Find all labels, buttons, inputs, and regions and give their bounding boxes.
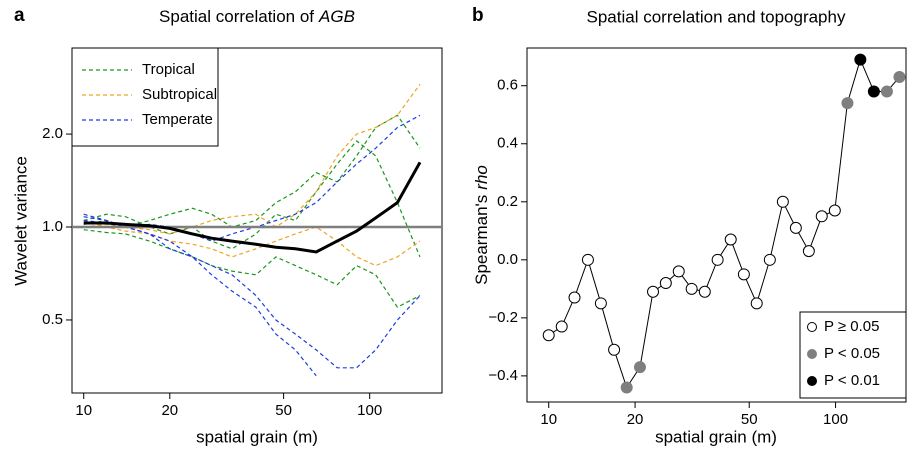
dashed-series-line xyxy=(83,216,317,377)
point xyxy=(711,253,724,266)
y-tick-label: 0.5 xyxy=(42,311,63,328)
legend-label: Tropical xyxy=(142,61,195,78)
mean-line xyxy=(83,161,422,254)
chart-title: Spatial correlation of AGB xyxy=(159,7,355,26)
y-tick-label: 1.0 xyxy=(42,218,63,235)
point xyxy=(724,233,737,246)
y-axis-label: Spearman's rho xyxy=(472,165,491,285)
legend-swatch xyxy=(807,376,817,386)
point xyxy=(685,282,698,295)
x-tick-label: 100 xyxy=(823,411,848,428)
legend-swatch xyxy=(807,322,817,332)
y-label-italic: rho xyxy=(472,165,491,190)
point xyxy=(789,221,802,234)
y-tick-label: 0.4 xyxy=(497,135,518,152)
point xyxy=(594,297,607,310)
point xyxy=(815,210,828,223)
series-line xyxy=(548,58,900,389)
point xyxy=(620,381,633,394)
point xyxy=(841,97,854,110)
x-tick-label: 50 xyxy=(275,402,292,419)
dashed-series-line xyxy=(83,219,421,267)
y-tick-label: −0.2 xyxy=(488,309,518,326)
point xyxy=(555,320,568,333)
panel-label: a xyxy=(14,5,25,26)
x-tick-label: 20 xyxy=(161,402,178,419)
legend-label: P < 0.05 xyxy=(824,345,880,362)
point xyxy=(672,265,685,278)
x-tick-label: 20 xyxy=(627,411,644,428)
point xyxy=(867,85,880,98)
point xyxy=(698,285,711,298)
legend-label: P ≥ 0.05 xyxy=(824,318,880,335)
dashed-series-line xyxy=(83,213,421,369)
point xyxy=(763,253,776,266)
y-axis-label: Wavelet variance xyxy=(11,156,30,286)
point xyxy=(633,361,646,374)
point xyxy=(647,285,660,298)
point xyxy=(659,277,672,290)
dashed-series-line xyxy=(83,83,421,235)
y-tick-label: 0.2 xyxy=(497,193,518,210)
legend-label: Temperate xyxy=(142,111,213,128)
plot-frame xyxy=(526,47,907,403)
point xyxy=(854,53,867,66)
y-tick-label: 0.0 xyxy=(497,251,518,268)
point xyxy=(828,204,841,217)
legend-box xyxy=(71,47,219,147)
dashed-series-line xyxy=(83,229,421,308)
dashed-series-line xyxy=(83,114,421,228)
point xyxy=(776,195,789,208)
legend-label: Subtropical xyxy=(142,86,217,103)
point xyxy=(880,85,893,98)
x-axis-label: spatial grain (m) xyxy=(196,427,318,446)
point xyxy=(542,329,555,342)
point xyxy=(893,71,906,84)
y-tick-label: 0.6 xyxy=(497,77,518,94)
dashed-series-line xyxy=(83,140,421,258)
legend-swatch xyxy=(807,349,817,359)
y-tick-label: 2.0 xyxy=(42,125,63,142)
point xyxy=(802,245,815,258)
panel-label: b xyxy=(472,5,484,26)
point xyxy=(750,297,763,310)
point xyxy=(608,343,621,356)
chart-title: Spatial correlation and topography xyxy=(587,7,846,26)
legend-box xyxy=(799,311,907,399)
y-label-text: Spearman's xyxy=(472,195,491,285)
plot-frame xyxy=(71,47,443,394)
title-text: Spatial correlation of xyxy=(159,7,314,26)
title-italic: AGB xyxy=(318,7,355,26)
point xyxy=(581,253,594,266)
x-tick-label: 100 xyxy=(357,402,382,419)
point xyxy=(568,291,581,304)
x-axis-label: spatial grain (m) xyxy=(655,427,777,446)
x-tick-label: 10 xyxy=(540,411,557,428)
x-tick-label: 50 xyxy=(741,411,758,428)
legend-label: P < 0.01 xyxy=(824,372,880,389)
x-tick-label: 10 xyxy=(75,402,92,419)
point xyxy=(737,268,750,281)
y-tick-label: −0.4 xyxy=(488,367,518,384)
